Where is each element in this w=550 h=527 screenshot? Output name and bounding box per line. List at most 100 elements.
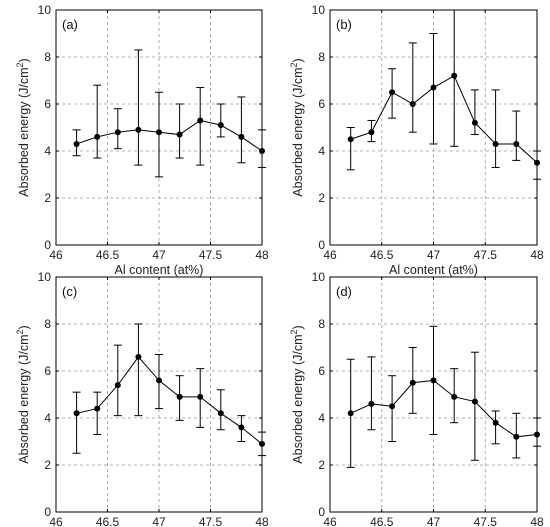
data-point — [156, 129, 162, 136]
data-point — [217, 410, 224, 417]
panel-label: (b) — [336, 17, 352, 32]
error-bar — [216, 389, 225, 431]
data-point — [471, 398, 478, 405]
data-point — [513, 433, 520, 440]
panel-label: (a) — [62, 17, 78, 32]
x-tick-label: 47 — [152, 248, 166, 262]
x-tick-label: 46.5 — [96, 248, 120, 262]
data-point — [347, 136, 354, 143]
y-tick-label: 6 — [318, 97, 325, 111]
error-bar — [512, 110, 521, 161]
y-tick-label: 2 — [44, 458, 51, 472]
x-tick-label: 47.5 — [199, 515, 223, 527]
y-tick-label: 6 — [44, 97, 51, 111]
error-bar — [408, 42, 417, 133]
data-point — [176, 131, 183, 138]
data-point — [259, 440, 265, 447]
data-point — [368, 129, 375, 136]
x-tick-label: 46.5 — [370, 248, 394, 262]
x-tick-label: 48 — [530, 515, 544, 527]
y-tick-label: 4 — [318, 144, 325, 158]
data-point — [389, 403, 396, 410]
panel-label: (d) — [336, 284, 352, 299]
series-line — [350, 379, 538, 438]
error-bar — [237, 96, 246, 164]
x-tick-label: 46.5 — [96, 515, 120, 527]
data-point — [259, 148, 265, 154]
y-tick-label: 0 — [44, 238, 51, 252]
x-tick-label: 48 — [530, 248, 544, 262]
y-tick-label: 6 — [318, 364, 325, 378]
data-point — [451, 72, 458, 79]
plot-frame — [329, 9, 538, 246]
series-line — [76, 356, 263, 445]
error-bar — [93, 391, 102, 435]
data-point — [430, 377, 437, 384]
error-bar — [367, 356, 376, 431]
x-axis-label: Al content (at%) — [115, 263, 204, 277]
data-point — [135, 126, 142, 133]
data-point — [451, 393, 458, 400]
x-tick-label: 46 — [323, 515, 337, 527]
data-point — [492, 140, 499, 147]
data-point — [492, 419, 499, 426]
x-tick-label: 46 — [323, 248, 337, 262]
y-tick-label: 4 — [318, 411, 325, 425]
data-point — [389, 89, 396, 96]
error-bar — [470, 89, 479, 136]
data-point — [197, 393, 204, 400]
y-tick-label: 8 — [318, 50, 325, 64]
data-point — [114, 382, 121, 389]
data-point — [114, 129, 121, 136]
error-bar — [491, 410, 500, 445]
error-bar — [134, 49, 143, 166]
y-tick-label: 10 — [38, 3, 52, 17]
error-bar — [491, 89, 500, 168]
data-point — [94, 133, 101, 140]
data-point — [176, 393, 183, 400]
error-bar — [346, 127, 355, 171]
x-axis-label: Al content (at%) — [389, 263, 478, 277]
data-point — [534, 431, 540, 438]
data-point — [471, 119, 478, 126]
data-point — [156, 377, 162, 384]
series-line — [76, 119, 263, 152]
data-point — [409, 101, 416, 107]
y-tick-label: 0 — [318, 505, 325, 519]
y-tick-label: 2 — [318, 458, 325, 472]
plot-frame — [55, 276, 263, 513]
y-tick-label: 0 — [44, 505, 51, 519]
y-tick-label: 8 — [318, 317, 325, 331]
data-point — [197, 117, 204, 124]
error-bar — [216, 103, 225, 138]
x-tick-label: 46.5 — [370, 515, 394, 527]
data-point — [238, 133, 245, 140]
data-point — [73, 410, 80, 417]
data-point — [347, 410, 354, 417]
data-point — [73, 140, 80, 147]
data-point — [534, 159, 540, 166]
error-bar — [175, 103, 184, 159]
y-tick-label: 8 — [44, 50, 51, 64]
x-tick-label: 47 — [427, 248, 441, 262]
y-tick-label: 4 — [44, 144, 51, 158]
x-tick-label: 48 — [255, 248, 269, 262]
error-bar — [72, 391, 81, 454]
y-axis-label: Absorbed energy (J/cm2) — [15, 58, 31, 196]
x-tick-label: 47.5 — [199, 248, 223, 262]
y-axis-label: Absorbed energy (J/cm2) — [289, 58, 305, 196]
x-tick-label: 46 — [49, 248, 63, 262]
x-tick-label: 46 — [49, 515, 63, 527]
error-bar — [113, 344, 122, 417]
error-bar — [93, 84, 102, 159]
y-tick-label: 10 — [312, 270, 326, 284]
data-point — [94, 405, 101, 412]
y-tick-label: 10 — [312, 3, 326, 17]
x-tick-label: 47 — [427, 515, 441, 527]
y-tick-label: 6 — [44, 364, 51, 378]
